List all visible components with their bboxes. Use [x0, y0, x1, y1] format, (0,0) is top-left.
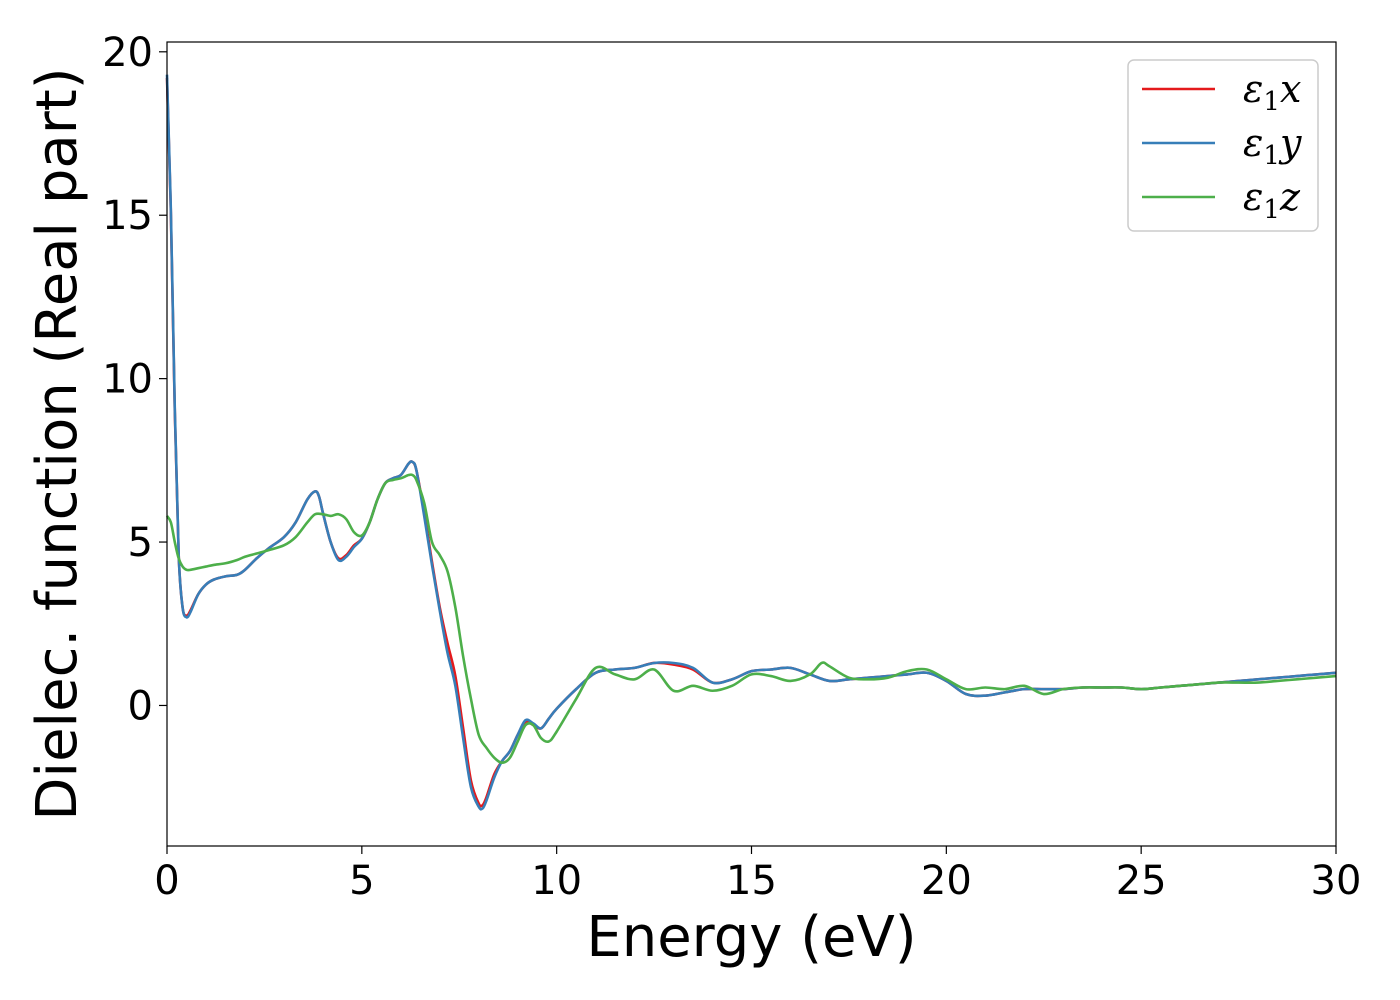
y-tick-label: 20	[102, 30, 153, 76]
ticks-layer: 0 5 10 15 20 25 30 0 5 10 15 20	[102, 30, 1361, 904]
x-tick-label: 25	[1116, 858, 1167, 904]
x-tick-label: 0	[154, 858, 179, 904]
legend-box	[1127, 59, 1319, 232]
series-line-z	[165, 473, 1337, 764]
y-tick-label: 0	[128, 683, 153, 729]
x-tick-label: 10	[531, 858, 582, 904]
x-tick-label: 5	[349, 858, 374, 904]
legend-label-x: ε1x	[1243, 67, 1301, 117]
y-axis-title: Dielec. function (Real part)	[25, 67, 90, 820]
y-tick-label: 5	[128, 520, 153, 566]
x-axis-title: Energy (eV)	[586, 905, 916, 970]
legend-label-y: ε1y	[1243, 121, 1302, 171]
y-tick-label: 10	[102, 357, 153, 403]
x-tick-label: 20	[921, 858, 972, 904]
x-tick-label: 30	[1311, 858, 1362, 904]
legend-label-z: ε1z	[1243, 175, 1301, 225]
x-tick-label: 15	[726, 858, 777, 904]
series-layer	[165, 74, 1337, 811]
y-tick-label: 15	[102, 193, 153, 239]
